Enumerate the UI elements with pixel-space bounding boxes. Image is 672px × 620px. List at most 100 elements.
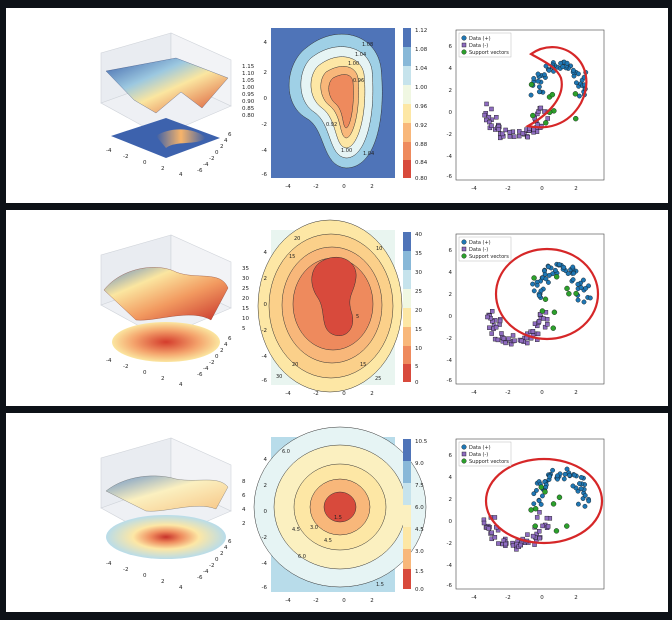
legend-sv-marker [461, 49, 467, 55]
contour-label: 1.5 [334, 515, 342, 521]
z-tick: 0.80 [242, 113, 255, 119]
y-tick: -4 [203, 366, 209, 372]
colorbar: 10.5 9.0 7.5 6.0 4.5 3.0 1.5 0.0 [403, 439, 428, 593]
scatter-row-2: Data (+) Data (-) Support vectors 6 4 2 … [447, 233, 605, 396]
point-negative [489, 123, 494, 128]
point-support-vector [566, 291, 572, 297]
point-negative [499, 331, 504, 336]
legend: Data (+) Data (-) Support vectors [458, 32, 512, 58]
scatter-points [481, 466, 592, 552]
legend-neg-label: Data (-) [469, 247, 488, 253]
point-negative [482, 112, 487, 118]
scatter-points [485, 261, 593, 347]
point-positive [570, 277, 576, 283]
point-positive [550, 467, 555, 473]
y-tick: 0 [449, 314, 453, 320]
point-positive [577, 93, 582, 99]
z-tick: 5 [242, 326, 246, 332]
x-tick: 2 [370, 391, 374, 397]
x-tick: 0 [540, 186, 544, 192]
point-positive [536, 293, 542, 299]
contour-label: 1.00 [348, 61, 359, 67]
y-tick: 6 [228, 336, 232, 342]
x-tick: -4 [471, 595, 477, 601]
point-negative [489, 309, 495, 314]
y-tick: -6 [262, 585, 268, 591]
y-tick: 6 [449, 453, 453, 459]
colorbar-tick: 0.88 [415, 142, 428, 148]
point-positive [546, 264, 551, 270]
point-positive [552, 267, 558, 273]
y-tick: 0 [215, 354, 219, 360]
x-tick: 2 [161, 376, 165, 382]
legend-sv-label: Support vectors [469, 50, 509, 56]
colorbar-tick: 0.92 [415, 123, 427, 129]
point-negative [481, 520, 487, 526]
contour-label: 15 [360, 362, 366, 368]
point-positive [536, 84, 542, 90]
x-tick: 0 [540, 390, 544, 396]
y-tick: -2 [262, 535, 267, 541]
z-tick: 1.10 [242, 71, 255, 77]
colorbar-tick: 10 [415, 346, 422, 352]
x-tick: 0 [143, 573, 147, 579]
y-tick: 6 [228, 132, 232, 138]
point-positive [546, 67, 552, 73]
y-tick: 4 [264, 250, 268, 256]
contour-label: 1.5 [376, 582, 384, 588]
y-tick: -6 [447, 583, 453, 589]
y-tick: -2 [209, 360, 214, 366]
point-positive [578, 475, 584, 480]
legend-sv-marker [461, 458, 467, 464]
point-positive [542, 271, 548, 277]
point-positive [547, 474, 553, 480]
point-negative [494, 115, 499, 120]
point-positive [575, 297, 581, 303]
point-positive [534, 282, 540, 288]
z-tick: 1.15 [242, 64, 255, 70]
y-tick: 2 [220, 348, 224, 354]
point-support-vector [553, 528, 560, 534]
point-positive [540, 493, 545, 499]
x-tick: -2 [123, 364, 128, 370]
point-negative [545, 322, 550, 327]
point-negative [542, 324, 548, 330]
point-negative [485, 314, 490, 320]
x-tick: 2 [574, 390, 578, 396]
x-tick: -4 [471, 390, 477, 396]
colorbar-tick: 0.0 [415, 587, 424, 593]
point-negative [492, 535, 498, 540]
point-support-vector [532, 506, 539, 512]
point-positive [528, 92, 534, 98]
x-tick: 0 [342, 598, 346, 604]
contour-level [311, 256, 357, 336]
y-tick: 2 [264, 70, 268, 76]
point-negative [503, 541, 508, 547]
point-positive [531, 501, 537, 507]
point-support-vector [530, 112, 536, 119]
point-positive [571, 270, 577, 276]
legend-neg-marker [461, 42, 467, 48]
scatter-row-3: Data (+) Data (-) Support vectors 6 4 2 … [447, 438, 605, 601]
y-tick: 2 [449, 88, 453, 94]
point-support-vector [542, 489, 548, 495]
y-tick: 6 [228, 539, 232, 545]
point-negative [538, 105, 544, 111]
y-tick: 4 [224, 545, 228, 551]
point-negative [507, 134, 513, 139]
y-tick: 0 [215, 557, 219, 563]
x-tick: -2 [313, 598, 318, 604]
z-tick: 30 [242, 276, 249, 282]
x-tick: -4 [285, 391, 291, 397]
point-negative [530, 533, 536, 539]
point-negative [519, 338, 524, 344]
point-negative [489, 331, 494, 336]
x-tick: 0 [540, 595, 544, 601]
point-positive [578, 285, 584, 290]
contour-row-2: 20 15 10 5 15 25 20 30 4 2 0 -2 -4 -6 -4… [257, 219, 422, 397]
point-positive [564, 466, 570, 472]
point-positive [554, 473, 560, 479]
point-positive [578, 486, 584, 492]
x-tick: -2 [123, 567, 128, 573]
point-positive [581, 299, 587, 305]
